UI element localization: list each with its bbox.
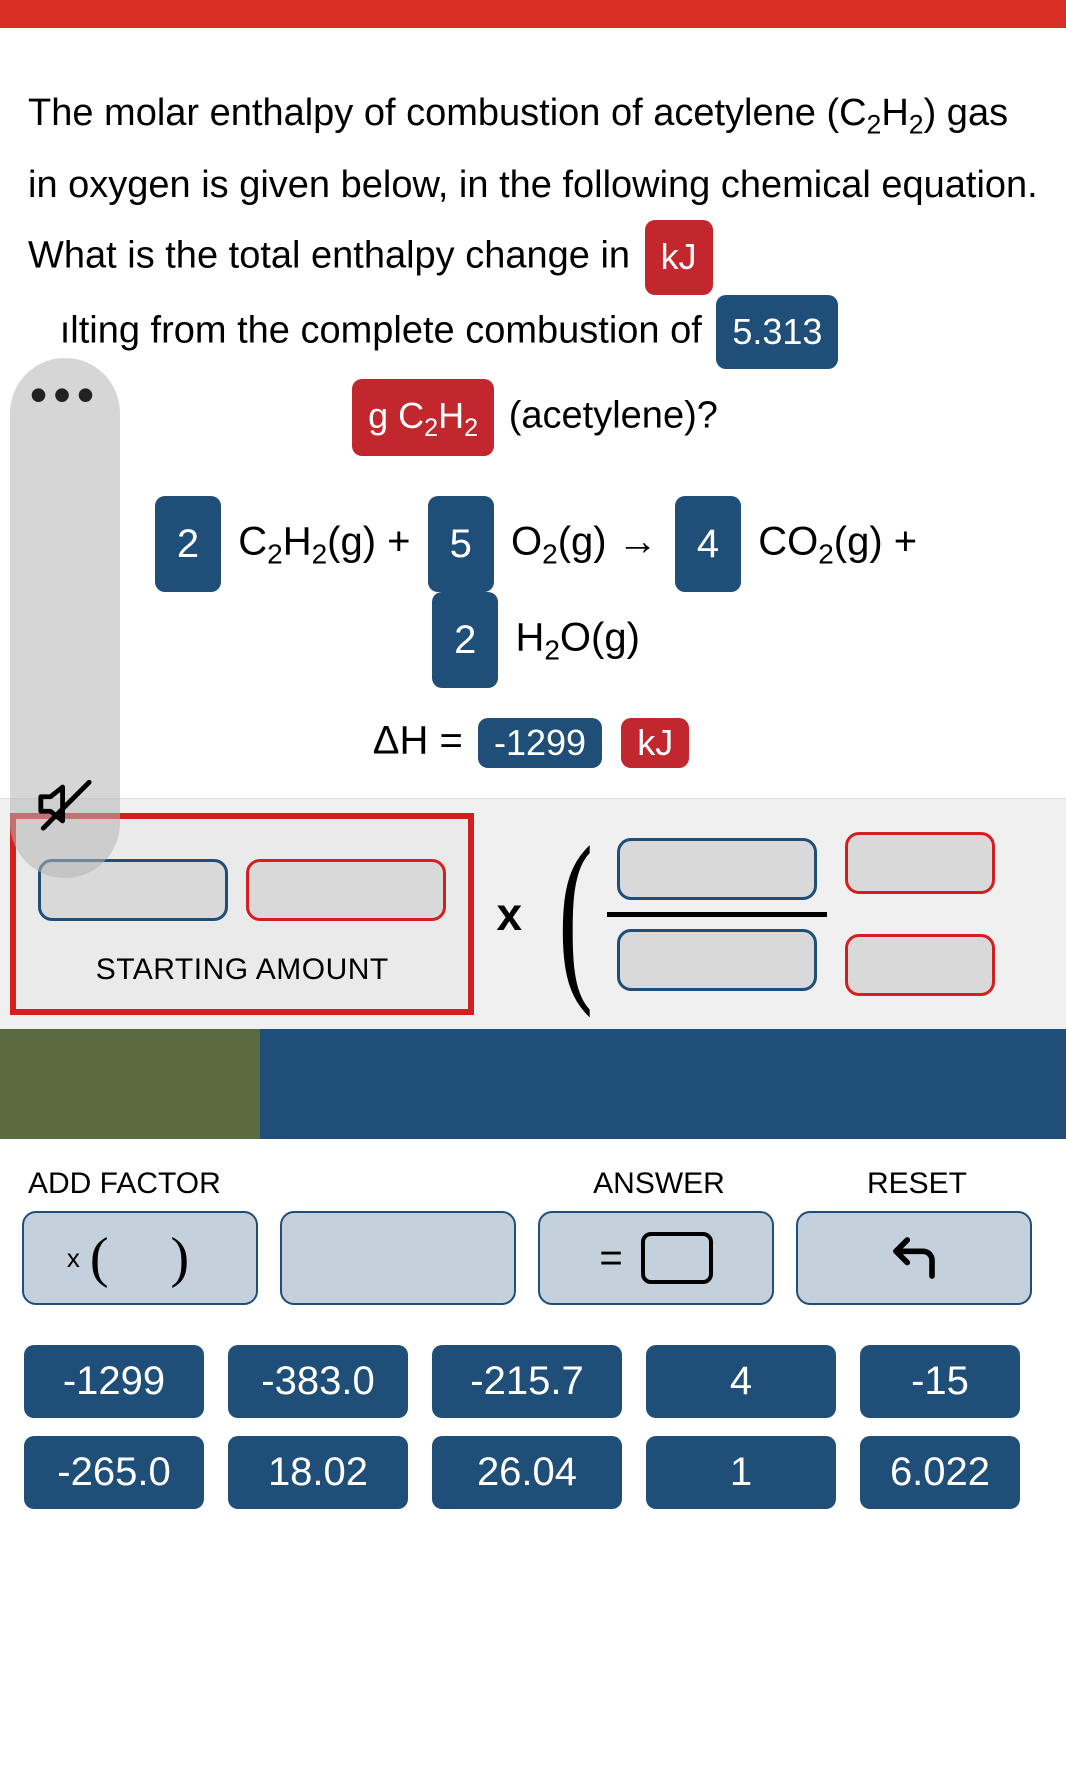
value-tile[interactable]: 1 [646, 1436, 836, 1509]
delta-h-value: -1299 [478, 718, 602, 768]
mass-unit-chip: g C2H2 [352, 379, 494, 456]
conversion-fraction[interactable] [607, 838, 827, 991]
band-olive [0, 1029, 260, 1139]
numerator-value-slot[interactable] [617, 838, 817, 900]
coef-4: 2 [432, 592, 498, 688]
color-band [0, 1029, 1066, 1139]
fraction-line [607, 912, 827, 917]
chemical-equation: 2 C2H2(g) + 5 O2(g) → 4 CO2(g) + 2 H2O(g… [0, 496, 1066, 718]
value-tile[interactable]: 6.022 [860, 1436, 1020, 1509]
coef-1: 2 [155, 496, 221, 592]
times-icon: x [67, 1243, 80, 1274]
answer-label: ANSWER [538, 1167, 774, 1201]
side-overlay-pill[interactable]: ••• [10, 358, 120, 878]
reset-label: RESET [796, 1167, 1032, 1201]
answer-button[interactable]: = [538, 1211, 774, 1305]
value-tile[interactable]: 4 [646, 1345, 836, 1418]
open-paren: ( [558, 838, 593, 990]
coef-3: 4 [675, 496, 741, 592]
blank-button[interactable] [280, 1211, 516, 1305]
delta-h-row: ΔH = -1299 kJ [0, 718, 1066, 798]
numerator-unit-slot[interactable] [845, 832, 995, 894]
value-tile[interactable]: -15 [860, 1345, 1020, 1418]
values-row-1: -1299 -383.0 -215.7 4 -15 [22, 1345, 1044, 1418]
conversion-units[interactable] [845, 832, 995, 996]
q-part1: The molar enthalpy of combustion of acet… [28, 92, 867, 134]
equals-icon: = [599, 1236, 622, 1281]
multiply-symbol: x [496, 887, 522, 941]
more-icon[interactable]: ••• [30, 388, 101, 403]
values-row-2: -265.0 18.02 26.04 1 6.022 [22, 1436, 1044, 1509]
mute-icon[interactable] [36, 775, 94, 838]
value-tile[interactable]: 18.02 [228, 1436, 408, 1509]
paren-icon: ( ) [90, 1226, 213, 1290]
value-tile[interactable]: 26.04 [432, 1436, 622, 1509]
value-tile[interactable]: -1299 [24, 1345, 204, 1418]
denominator-value-slot[interactable] [617, 929, 817, 991]
add-factor-button[interactable]: x ( ) [22, 1211, 258, 1305]
question-text: The molar enthalpy of combustion of acet… [0, 28, 1066, 496]
answer-slot [641, 1232, 713, 1284]
mass-value-chip: 5.313 [716, 295, 838, 370]
band-blue [260, 1029, 1066, 1139]
add-factor-label: ADD FACTOR [22, 1167, 258, 1201]
top-accent-bar [0, 0, 1066, 28]
q-part3: ılting from the complete combustion of [60, 309, 702, 351]
delta-h-unit: kJ [621, 718, 689, 768]
denominator-unit-slot[interactable] [845, 934, 995, 996]
unit-kj-chip: kJ [645, 220, 713, 295]
coef-2: 5 [428, 496, 494, 592]
value-tile[interactable]: -383.0 [228, 1345, 408, 1418]
start-unit-slot[interactable] [246, 859, 446, 921]
value-tile[interactable]: -265.0 [24, 1436, 204, 1509]
value-tile[interactable]: -215.7 [432, 1345, 622, 1418]
workspace-area: STARTING AMOUNT x ( [0, 798, 1066, 1029]
starting-amount-label: STARTING AMOUNT [38, 953, 446, 987]
delta-h-label: ΔH = [373, 719, 463, 763]
q-suffix: (acetylene)? [509, 395, 718, 437]
controls-panel: ADD FACTOR x ( ) ANSWER = RESET [0, 1139, 1066, 1537]
reset-button[interactable] [796, 1211, 1032, 1305]
